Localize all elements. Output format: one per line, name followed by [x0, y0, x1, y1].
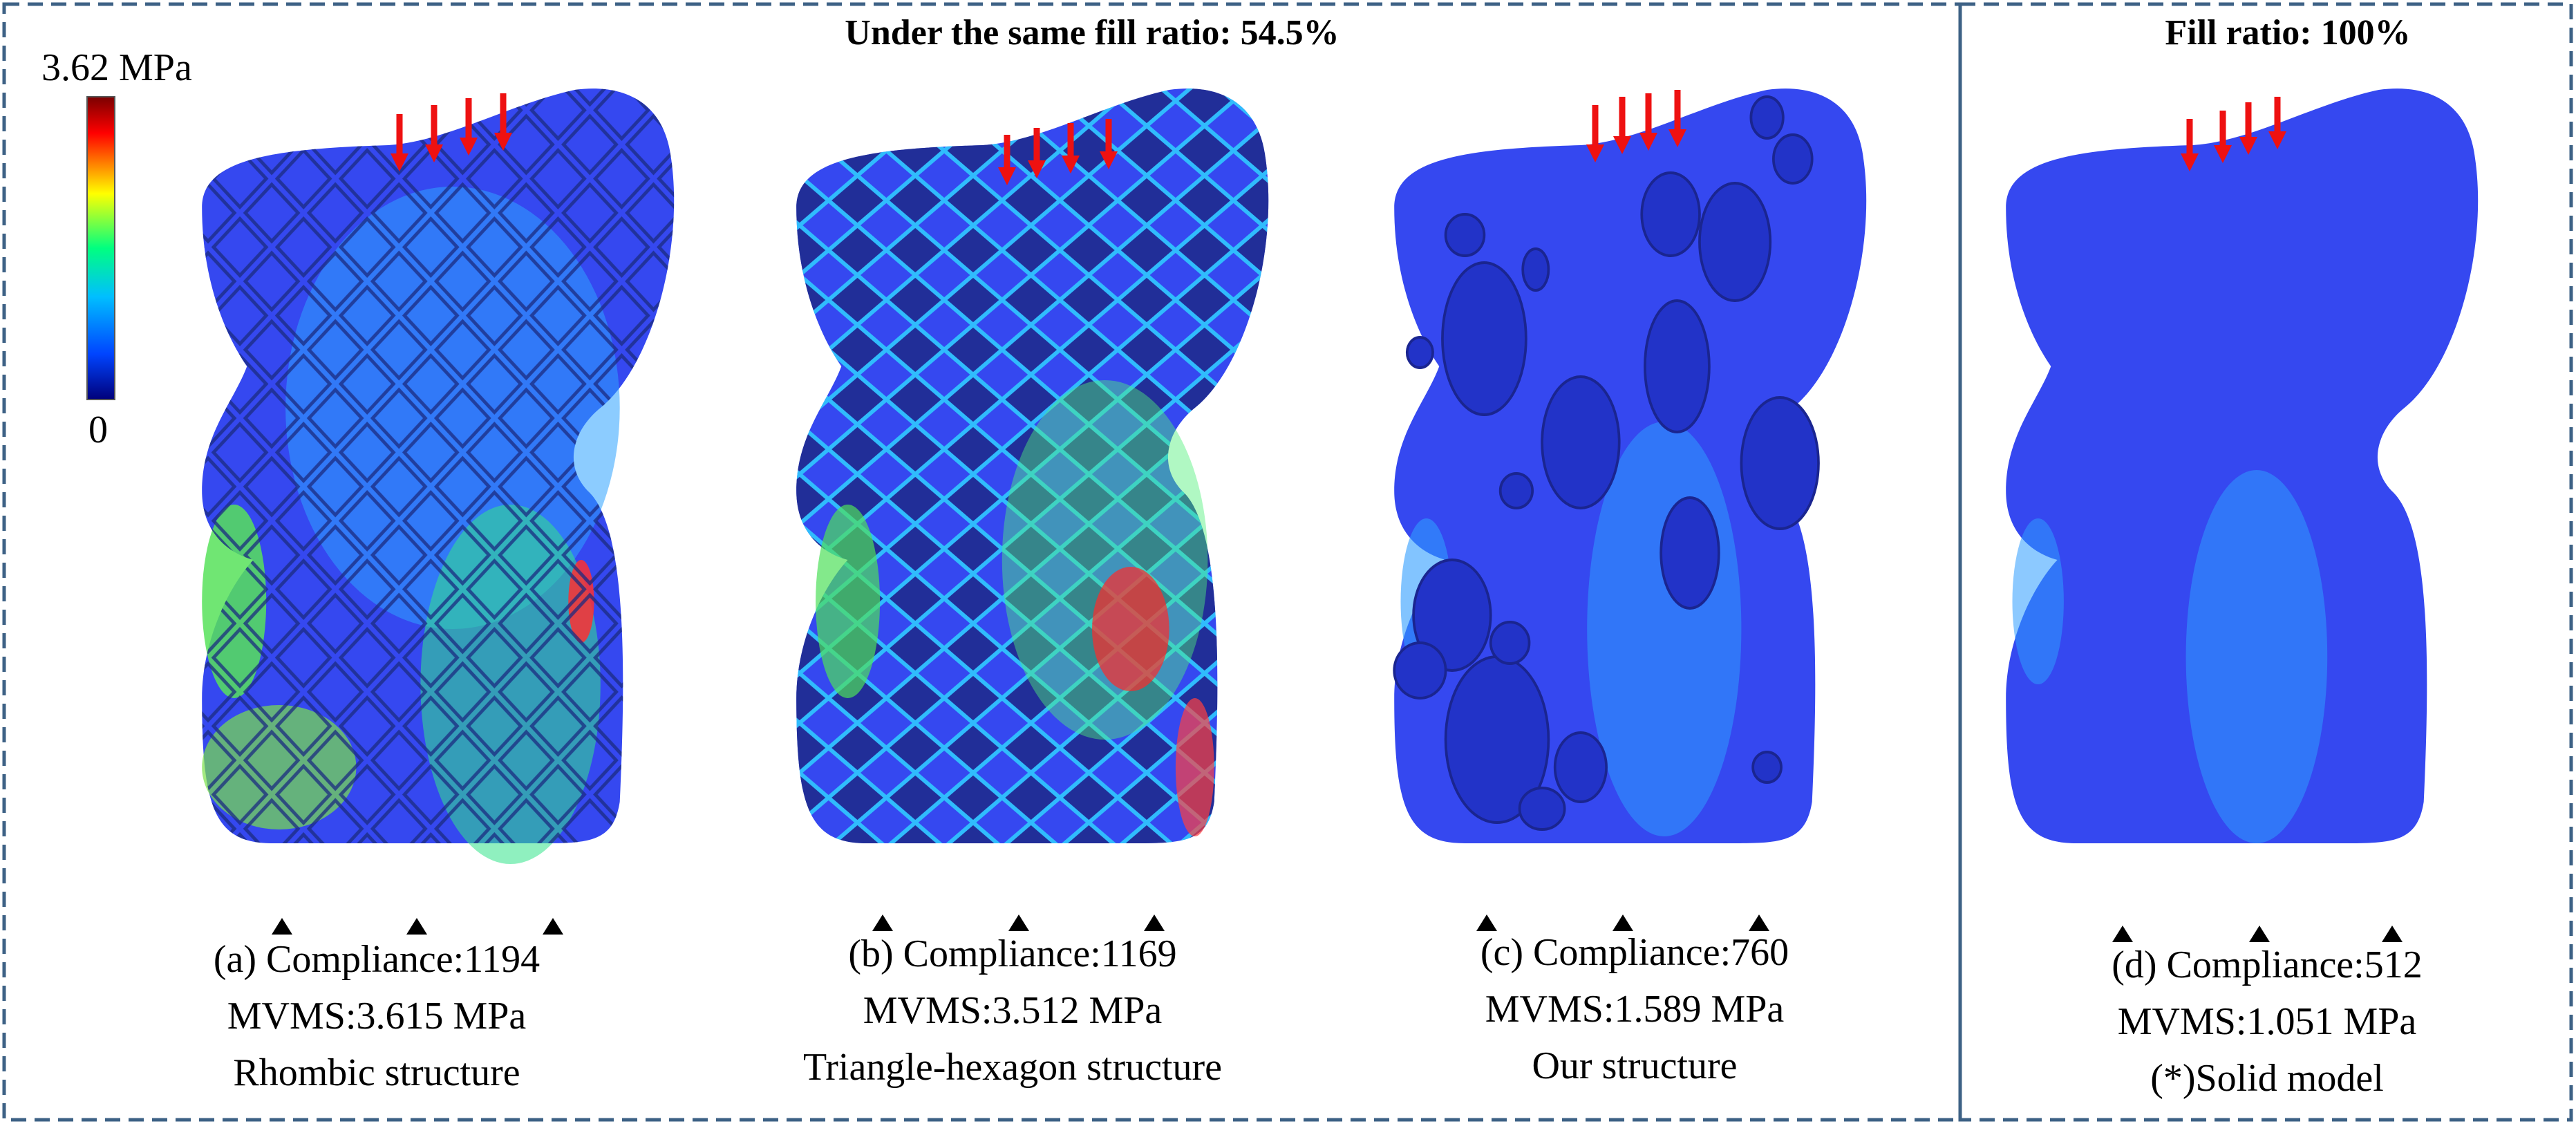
caption-a-mvms: MVMS:3.615 MPa [227, 995, 527, 1038]
supports-c [1476, 914, 1769, 931]
caption-b-mvms: MVMS:3.512 MPa [863, 989, 1163, 1032]
caption-a-structure: Rhombic structure [233, 1051, 520, 1094]
caption-b-structure: Triangle-hexagon structure [803, 1046, 1222, 1089]
load-arrows-b [998, 119, 1118, 185]
left-group-frame [2, 2, 1962, 1122]
color-scale-min-label: 0 [88, 409, 108, 451]
caption-c-compliance: (c) Compliance:760 [1480, 931, 1789, 974]
color-scale-bar [86, 96, 115, 400]
supports-a [272, 918, 563, 935]
model-b-triangle-hexagon [796, 88, 1269, 844]
caption-b-compliance: (b) Compliance:1169 [848, 932, 1177, 975]
heading-right-group: Fill ratio: 100% [2165, 13, 2411, 53]
supports-d [2112, 926, 2403, 942]
load-arrows-a [391, 93, 512, 171]
right-group-frame [1958, 2, 2573, 1122]
caption-a-compliance: (a) Compliance:1194 [213, 938, 540, 981]
caption-c-mvms: MVMS:1.589 MPa [1485, 988, 1785, 1031]
heading-left-group: Under the same fill ratio: 54.5% [845, 13, 1339, 53]
load-arrows-c [1586, 90, 1686, 162]
caption-d-mvms: MVMS:1.051 MPa [2117, 1000, 2417, 1043]
caption-c-structure: Our structure [1532, 1044, 1738, 1087]
color-scale-max-label: 3.62 MPa [41, 46, 192, 89]
load-arrows-d [2181, 97, 2286, 171]
model-a-rhombic [202, 88, 675, 864]
supports-b [872, 914, 1165, 931]
model-c-our-structure [1393, 88, 1867, 844]
caption-d-structure: (*)Solid model [2150, 1057, 2384, 1100]
caption-d-compliance: (d) Compliance:512 [2112, 944, 2423, 986]
model-d-solid [2006, 88, 2479, 844]
